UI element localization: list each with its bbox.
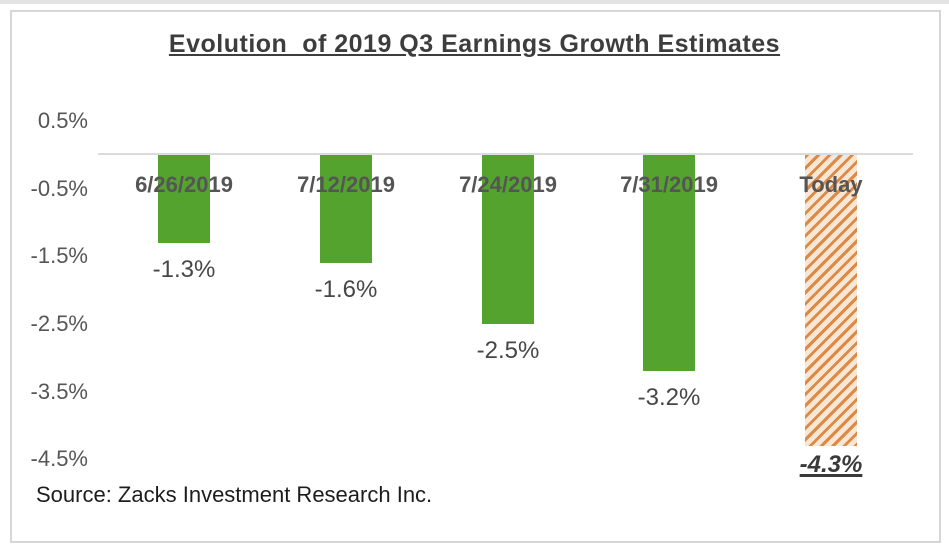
- bar-date-label: 7/31/2019: [620, 172, 718, 197]
- bar-date-label: 7/12/2019: [297, 172, 395, 197]
- bar-date-label: Today: [799, 172, 863, 197]
- bar-date-label: 6/26/2019: [135, 172, 233, 197]
- bar-estimate: [482, 155, 534, 324]
- bar-value-label: -4.3%: [799, 451, 863, 478]
- bar-value-label: -1.6%: [314, 276, 378, 303]
- chart-frame: [10, 10, 941, 543]
- bar-estimate: [643, 155, 695, 371]
- y-tick-label: -3.5%: [30, 379, 88, 404]
- source-label: Source: Zacks Investment Research Inc.: [36, 482, 433, 507]
- bar-today-hatched: [805, 155, 857, 446]
- y-tick-label: 0.5%: [37, 108, 88, 133]
- bar-date-label: 7/24/2019: [459, 172, 557, 197]
- bar-estimate: [320, 155, 372, 263]
- bar-estimate: [158, 155, 210, 243]
- chart-title: Evolution of 2019 Q3 Earnings Growth Est…: [168, 30, 781, 58]
- bar-value-label: -3.2%: [637, 384, 701, 411]
- y-tick-label: -0.5%: [30, 176, 88, 201]
- y-tick-label: -2.5%: [30, 311, 88, 336]
- screenshot-top-edge: [0, 0, 949, 4]
- bar-value-label: -1.3%: [152, 256, 216, 283]
- y-tick-label: -4.5%: [30, 446, 88, 471]
- zero-axis-line: [98, 153, 913, 155]
- bar-value-label: -2.5%: [476, 337, 540, 364]
- y-tick-label: -1.5%: [30, 243, 88, 268]
